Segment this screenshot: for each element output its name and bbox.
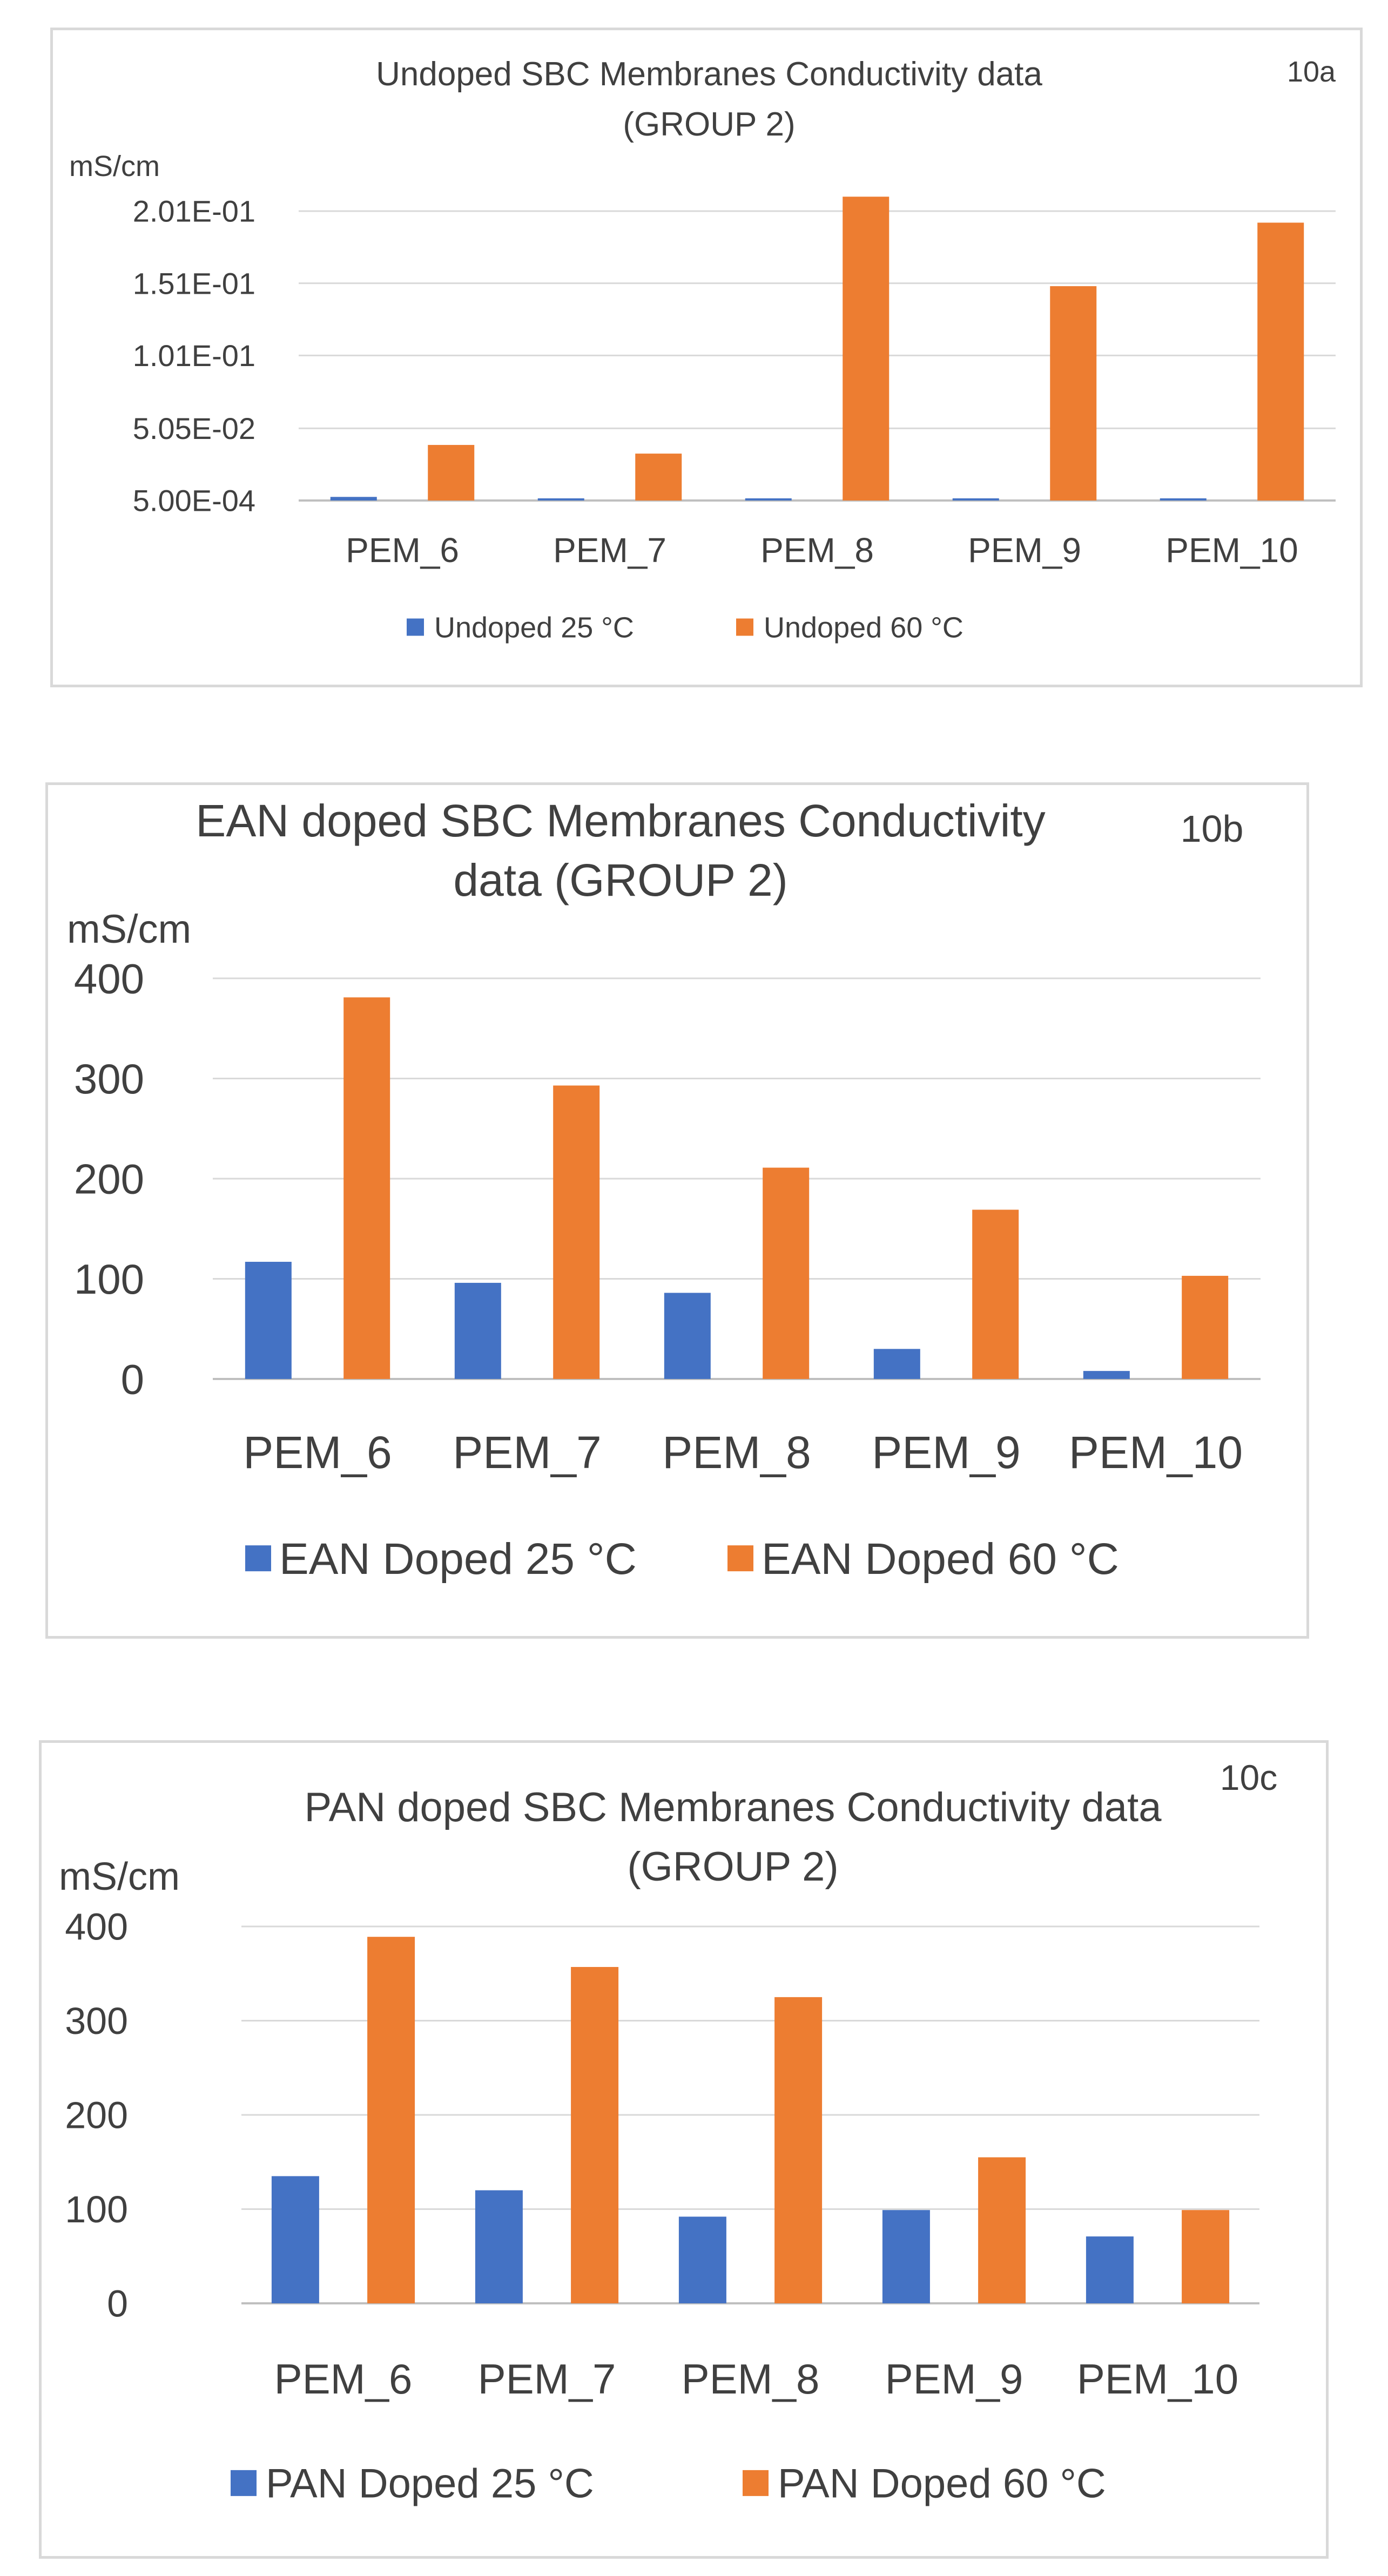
- bar-series-2: [1182, 1275, 1229, 1379]
- x-tick-label: PEM_8: [760, 531, 874, 570]
- y-tick-label: 2.01E-01: [133, 194, 255, 228]
- chart-10c: PAN doped SBC Membranes Conductivity dat…: [59, 1757, 1277, 2506]
- bar-series-1: [330, 497, 377, 501]
- panel-label: 10a: [1287, 56, 1336, 88]
- chart-title-line: (GROUP 2): [627, 1844, 838, 1890]
- chart-panel-10a: Undoped SBC Membranes Conductivity data (…: [50, 28, 1363, 687]
- y-tick-label: 5.00E-04: [133, 484, 255, 518]
- x-tick-label: PEM_7: [553, 531, 666, 570]
- x-tick-label: PEM_8: [662, 1427, 811, 1478]
- bar-series-2: [774, 1997, 823, 2303]
- legend-label: PAN Doped 25 °C: [266, 2460, 594, 2506]
- bar-series-1: [1160, 498, 1207, 501]
- bar-series-2: [571, 1967, 619, 2303]
- legend-label: PAN Doped 60 °C: [778, 2460, 1106, 2506]
- y-tick-label: 5.05E-02: [133, 411, 255, 445]
- x-tick-label: PEM_6: [243, 1427, 392, 1478]
- bar-series-1: [475, 2190, 523, 2303]
- x-tick-label: PEM_6: [274, 2355, 413, 2403]
- y-tick-label: 1.51E-01: [133, 266, 255, 300]
- chart-panel-10c: PAN doped SBC Membranes Conductivity dat…: [39, 1740, 1329, 2559]
- bar-series-1: [537, 498, 584, 501]
- x-tick-label: PEM_9: [872, 1427, 1020, 1478]
- y-tick-label: 100: [74, 1255, 144, 1303]
- legend-swatch: [727, 1545, 753, 1572]
- y-tick-label: 300: [65, 2000, 128, 2042]
- chart-title-line: Undoped SBC Membranes Conductivity data: [376, 56, 1042, 93]
- bar-series-2: [1182, 2210, 1230, 2303]
- legend-label: Undoped 60 °C: [764, 611, 963, 644]
- y-axis-label: mS/cm: [67, 907, 191, 951]
- bar-series-2: [635, 454, 682, 501]
- bar-series-1: [882, 2210, 930, 2303]
- legend-label: EAN Doped 60 °C: [762, 1534, 1119, 1584]
- chart-title-line: EAN doped SBC Membranes Conductivity: [196, 795, 1045, 846]
- y-tick-label: 200: [74, 1155, 144, 1202]
- y-tick-label: 300: [74, 1055, 144, 1103]
- bar-series-1: [678, 2216, 726, 2303]
- chart-10b: EAN doped SBC Membranes Conductivity data…: [67, 795, 1261, 1584]
- bar-series-2: [843, 197, 890, 501]
- y-tick-label: 200: [65, 2094, 128, 2136]
- bar-series-1: [664, 1293, 711, 1379]
- chart-panel-10b: EAN doped SBC Membranes Conductivity data…: [45, 782, 1309, 1639]
- x-tick-label: PEM_7: [453, 1427, 601, 1478]
- y-axis-label: mS/cm: [59, 1855, 180, 1898]
- bar-series-1: [271, 2176, 319, 2303]
- bar-series-2: [553, 1085, 600, 1379]
- y-axis-label: mS/cm: [69, 150, 160, 182]
- legend-swatch: [245, 1545, 271, 1572]
- chart-title-line: data (GROUP 2): [453, 855, 787, 905]
- panel-label: 10c: [1220, 1757, 1277, 1797]
- bar-series-2: [1050, 286, 1097, 501]
- y-tick-label: 400: [65, 1906, 128, 1948]
- x-tick-label: PEM_8: [682, 2355, 820, 2403]
- legend-label: EAN Doped 25 °C: [279, 1534, 637, 1584]
- chart-title-line: (GROUP 2): [623, 106, 795, 143]
- bar-series-2: [972, 1209, 1019, 1379]
- chart-title-line: PAN doped SBC Membranes Conductivity dat…: [305, 1784, 1162, 1830]
- y-tick-label: 0: [107, 2283, 128, 2325]
- x-tick-label: PEM_9: [885, 2355, 1023, 2403]
- y-tick-label: 400: [74, 955, 144, 1002]
- legend-swatch: [231, 2470, 257, 2496]
- bar-series-1: [245, 1261, 292, 1379]
- bar-series-1: [1083, 1371, 1130, 1379]
- bar-series-2: [1257, 222, 1304, 501]
- bar-series-1: [454, 1282, 501, 1379]
- bar-series-2: [978, 2157, 1026, 2303]
- chart-10a: Undoped SBC Membranes Conductivity data (…: [69, 56, 1336, 644]
- bar-series-2: [343, 997, 390, 1379]
- bar-series-1: [873, 1349, 920, 1379]
- legend-swatch: [743, 2470, 769, 2496]
- bar-series-1: [1086, 2236, 1134, 2303]
- bar-series-2: [367, 1937, 415, 2303]
- x-tick-label: PEM_10: [1069, 1427, 1243, 1478]
- bar-series-2: [763, 1167, 810, 1379]
- x-tick-label: PEM_6: [346, 531, 459, 570]
- panel-label: 10b: [1181, 808, 1244, 850]
- x-tick-label: PEM_9: [968, 531, 1081, 570]
- legend-swatch: [736, 618, 753, 636]
- legend-swatch: [407, 618, 424, 636]
- y-tick-label: 0: [121, 1355, 144, 1403]
- x-tick-label: PEM_10: [1077, 2355, 1238, 2403]
- x-tick-label: PEM_10: [1165, 531, 1298, 570]
- bar-series-1: [952, 498, 999, 501]
- y-tick-label: 1.01E-01: [133, 339, 255, 373]
- bar-series-1: [745, 498, 792, 501]
- x-tick-label: PEM_7: [478, 2355, 616, 2403]
- y-tick-label: 100: [65, 2188, 128, 2230]
- bar-series-2: [428, 445, 475, 501]
- legend-label: Undoped 25 °C: [434, 611, 634, 644]
